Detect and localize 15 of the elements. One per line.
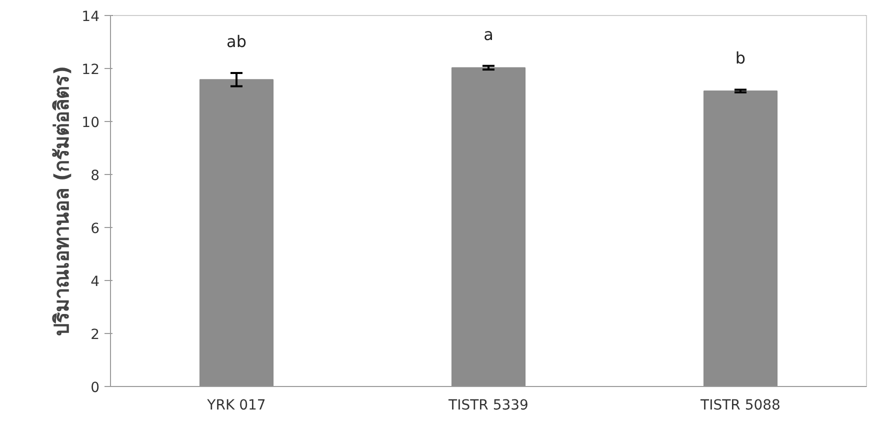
y-tick-label: 10: [82, 115, 100, 131]
annotation: b: [735, 48, 746, 68]
y-tick-label: 2: [90, 327, 100, 343]
y-axis-title: ปริมาณเอทานอล (กรัมต่อลิตร): [50, 66, 74, 336]
y-tick-label: 12: [82, 62, 100, 78]
annotation: ab: [226, 32, 246, 52]
x-tick-label: YRK 017: [206, 398, 266, 414]
y-tick-label: 4: [90, 274, 100, 290]
y-tick-label: 8: [90, 168, 100, 184]
annotation: a: [484, 24, 494, 44]
y-tick-label: 6: [90, 221, 100, 237]
y-tick-label: 14: [82, 9, 100, 25]
x-tick-label: TISTR 5339: [448, 398, 528, 414]
y-tick-label: 0: [90, 380, 100, 396]
x-tick-label: TISTR 5088: [700, 398, 780, 414]
